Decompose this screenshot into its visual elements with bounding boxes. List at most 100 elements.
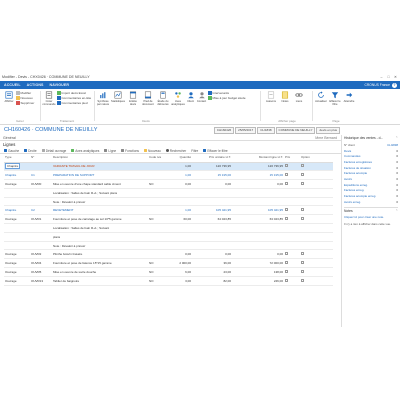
- cell-number[interactable]: [30, 188, 52, 198]
- create-note-link[interactable]: Cliquez ici pour créer une note.: [344, 215, 385, 220]
- close-icon[interactable]: ✕: [394, 75, 397, 79]
- intervenants-button[interactable]: Intervenants: [208, 91, 229, 95]
- company-name[interactable]: CRONUS France: [364, 83, 390, 87]
- col-code-tva[interactable]: Code tva: [148, 154, 162, 163]
- cell-option[interactable]: [300, 197, 333, 207]
- client-button[interactable]: Client: [185, 91, 196, 103]
- tab-naviguer[interactable]: NAVIGUER: [49, 83, 70, 87]
- cell-unit-price[interactable]: 120 736,95: [192, 162, 232, 172]
- table-row[interactable]: Ouvrage OUVR0 Mise en oeuvre d'une chape s…: [4, 179, 333, 189]
- cell-prix[interactable]: [284, 232, 300, 242]
- cell-code-tva[interactable]: NO: [148, 258, 162, 269]
- cell-amount[interactable]: [232, 232, 284, 242]
- supprimer-button[interactable]: Supprimer: [16, 101, 34, 105]
- cell-code-tva[interactable]: [148, 162, 162, 172]
- cell-unit-price[interactable]: 105 421,95: [192, 205, 232, 216]
- cell-description[interactable]: Note : Dévaloir à prévoir: [52, 197, 148, 207]
- cell-option[interactable]: [300, 188, 333, 198]
- cell-type[interactable]: [4, 223, 30, 233]
- cell-code-tva[interactable]: [148, 223, 162, 233]
- cell-option[interactable]: [300, 267, 333, 277]
- liens-button[interactable]: Liens: [292, 91, 306, 103]
- option-checkbox[interactable]: [301, 164, 304, 168]
- cell-option[interactable]: [300, 276, 333, 286]
- cell-amount[interactable]: 63 023,85: [232, 214, 284, 225]
- cell-amount[interactable]: [232, 188, 284, 198]
- cell-prix[interactable]: [284, 223, 300, 233]
- collapse-icon[interactable]: ⌃: [395, 209, 398, 214]
- option-checkbox[interactable]: [301, 252, 304, 256]
- prix-checkbox[interactable]: [285, 217, 288, 221]
- cell-quantity[interactable]: 60,00: [162, 214, 192, 225]
- cell-amount[interactable]: 0,00: [232, 179, 284, 189]
- cell-option[interactable]: [300, 205, 333, 216]
- liaisons-button[interactable]: Liaisons: [264, 91, 278, 103]
- cell-code-tva[interactable]: NO: [148, 276, 162, 286]
- cell-type[interactable]: [4, 232, 30, 242]
- col-prix[interactable]: Prix: [284, 154, 300, 163]
- cell-code-tva[interactable]: [148, 241, 162, 251]
- cell-amount[interactable]: 0,00: [232, 249, 284, 260]
- cell-type[interactable]: Ouvrage: [4, 214, 30, 225]
- option-checkbox[interactable]: [301, 261, 304, 265]
- cell-unit-price[interactable]: 0,00: [192, 179, 232, 189]
- notes-button[interactable]: Notes: [278, 91, 292, 103]
- cell-number[interactable]: [30, 232, 52, 242]
- sales-history-item[interactable]: Avoirs 0: [344, 176, 398, 182]
- detail-ouvrage-button[interactable]: Détail ouvrage: [41, 149, 66, 153]
- cell-amount[interactable]: [232, 241, 284, 251]
- cell-type[interactable]: Ouvrage: [4, 179, 30, 189]
- sales-history-item[interactable]: Factures acompte 0: [344, 170, 398, 176]
- cell-quantity[interactable]: 0,00: [162, 179, 192, 189]
- gauche-button[interactable]: Gauche: [4, 149, 19, 153]
- cell-description[interactable]: Localisation : Salles de bain R+1 ; Suiv…: [52, 223, 148, 233]
- cell-number[interactable]: OUVR5: [30, 267, 52, 277]
- table-row[interactable]: Ouvrage OUVR13 Tablier de baignoire NO 3,00 8…: [4, 276, 333, 286]
- pied-document-button[interactable]: Pied de document: [141, 91, 155, 106]
- cell-prix[interactable]: [284, 258, 300, 269]
- cell-number[interactable]: C2: [30, 205, 52, 216]
- cell-prix[interactable]: [284, 214, 300, 225]
- droite-button[interactable]: Droite: [24, 149, 37, 153]
- cell-prix[interactable]: [284, 276, 300, 286]
- table-row[interactable]: Chapitre C1 PREPARATION DE SUPPORT 1,00 15 3…: [4, 170, 333, 181]
- cell-number[interactable]: OUVR1: [30, 214, 52, 225]
- sales-history-item[interactable]: Devis 0: [344, 148, 398, 154]
- type-dropdown[interactable]: Chapitre: [5, 163, 21, 170]
- minimize-icon[interactable]: –: [380, 75, 383, 79]
- cell-quantity[interactable]: 6,00: [162, 267, 192, 277]
- cell-type[interactable]: Chapitre: [4, 205, 30, 216]
- cell-unit-price[interactable]: 36,00: [192, 258, 232, 269]
- cell-unit-price[interactable]: [192, 223, 232, 233]
- cell-code-tva[interactable]: [148, 170, 162, 181]
- cell-description[interactable]: VARIANTE TRAVAIL DE JOUR: [52, 162, 148, 172]
- sales-history-header[interactable]: Historique des ventes - d... ⌃: [344, 136, 398, 140]
- lines-section-header[interactable]: Lignes: [0, 141, 341, 148]
- table-row[interactable]: Ouvrage OUVR5 Mise en oeuvre de socle douc…: [4, 267, 333, 277]
- nouveau-button[interactable]: Nouveau: [16, 96, 33, 100]
- cell-unit-price[interactable]: 15 315,00: [192, 170, 232, 181]
- cell-description[interactable]: REVETEMENT: [52, 205, 148, 216]
- cell-unit-price[interactable]: [192, 188, 232, 198]
- actualiser-button[interactable]: Actualiser: [314, 91, 328, 103]
- fasttab-general[interactable]: Général Mme Bernard: [0, 135, 341, 141]
- table-row[interactable]: Localisation : Salles de bain R+1 ; Suiv…: [4, 223, 333, 233]
- collapse-icon[interactable]: ⌃: [395, 136, 398, 140]
- table-row[interactable]: Note : Dévaloir à prévoir: [4, 197, 333, 207]
- cell-unit-price[interactable]: 82,00: [192, 276, 232, 286]
- entete-devis-button[interactable]: Entête devis: [126, 91, 140, 106]
- mise-a-jour-budget-button[interactable]: Mise à jour budget étude: [208, 96, 246, 100]
- table-row[interactable]: Chapitre VARIANTE TRAVAIL DE JOUR 1,00 120 …: [4, 162, 333, 172]
- cell-option[interactable]: [300, 249, 333, 260]
- import-devis-button[interactable]: Import devis Excel: [57, 91, 86, 95]
- table-row[interactable]: plans: [4, 232, 333, 242]
- prix-checkbox[interactable]: [285, 261, 288, 265]
- fonctions-menu[interactable]: Fonctions: [121, 149, 139, 153]
- cell-type[interactable]: Chapitre: [4, 170, 30, 181]
- prix-checkbox[interactable]: [285, 252, 288, 256]
- cell-description[interactable]: PREPARATION DE SUPPORT: [52, 170, 148, 181]
- cell-code-tva[interactable]: [148, 188, 162, 198]
- cell-unit-price[interactable]: [192, 241, 232, 251]
- table-row[interactable]: Chapitre C2 REVETEMENT 1,00 105 421,95 105 42…: [4, 205, 333, 216]
- cell-description[interactable]: Mise en oeuvre d'une chape standard sabl…: [52, 179, 148, 189]
